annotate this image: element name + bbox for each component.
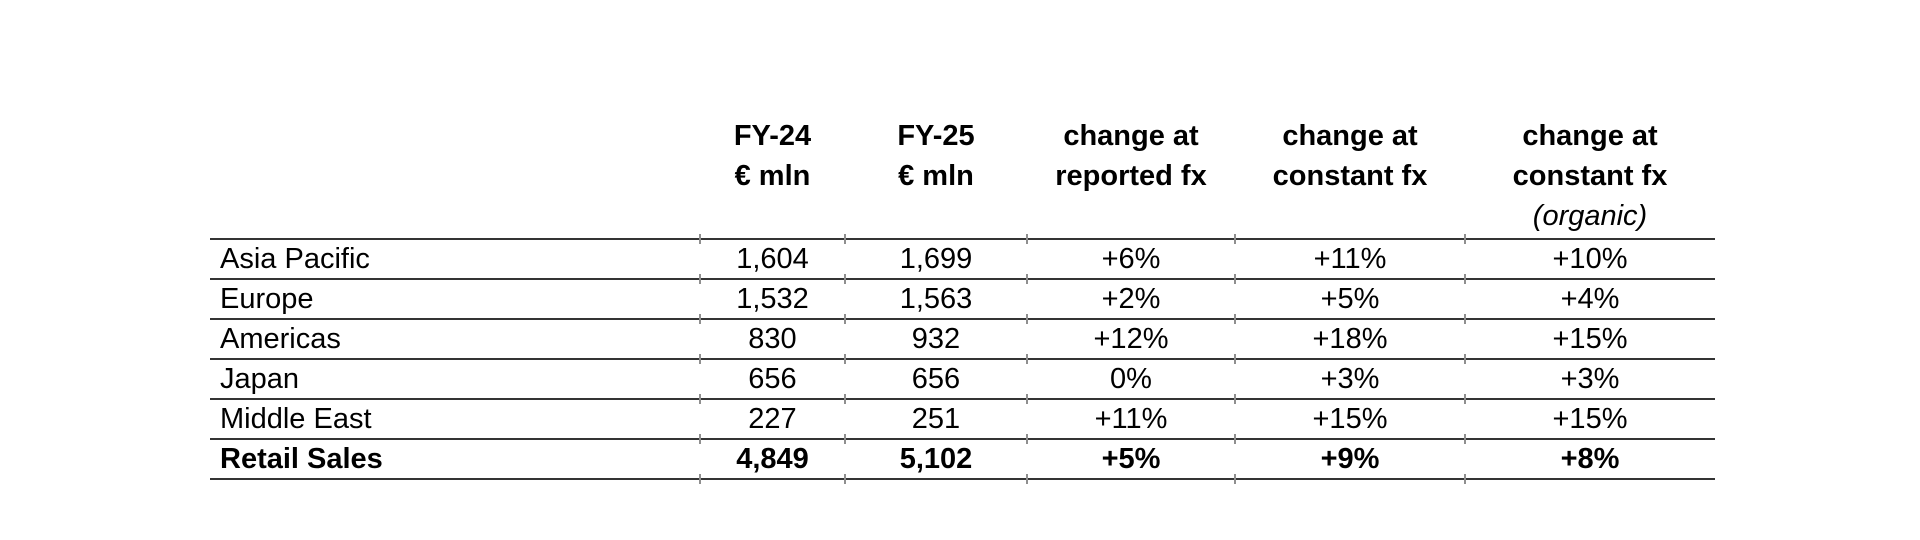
header-line: change at xyxy=(1063,120,1199,152)
header-change-constant-fx-organic: change at constant fx (organic) xyxy=(1465,116,1715,238)
header-line: change at xyxy=(1282,120,1418,152)
change-reported-cell: 0% xyxy=(1026,354,1235,398)
change-constant-cell: +11% xyxy=(1234,234,1465,278)
header-line: FY-25 xyxy=(897,120,975,152)
header-note xyxy=(1027,196,1235,236)
change-organic-cell: +4% xyxy=(1464,274,1715,318)
change-constant-cell: +15% xyxy=(1234,394,1465,438)
header-line: change at xyxy=(1522,120,1658,152)
fy24-cell: 1,532 xyxy=(699,274,845,318)
table-row-retail-sales-total: Retail Sales 4,849 5,102 +5% +9% +8% xyxy=(210,434,1715,484)
fy24-cell: 227 xyxy=(699,394,845,438)
header-line: reported fx xyxy=(1055,160,1207,192)
change-constant-cell: +18% xyxy=(1234,314,1465,358)
table-row-europe: Europe 1,532 1,563 +2% +5% +4% xyxy=(210,274,1715,318)
header-line: constant fx xyxy=(1272,160,1428,192)
fy24-cell: 830 xyxy=(699,314,845,358)
region-cell: Middle East xyxy=(210,398,700,438)
header-region xyxy=(210,116,700,238)
fy25-cell: 1,563 xyxy=(844,274,1027,318)
header-note: (organic) xyxy=(1532,200,1648,232)
header-line: € mln xyxy=(898,160,974,192)
header-note xyxy=(845,196,1027,236)
header-note xyxy=(1235,196,1465,236)
change-reported-cell: +12% xyxy=(1026,314,1235,358)
change-constant-cell: +9% xyxy=(1234,434,1465,484)
region-cell: Retail Sales xyxy=(210,438,700,480)
header-change-reported-fx: change at reported fx xyxy=(1027,116,1235,238)
change-constant-cell: +5% xyxy=(1234,274,1465,318)
change-organic-cell: +10% xyxy=(1464,234,1715,278)
fy25-cell: 5,102 xyxy=(844,434,1027,484)
fy25-cell: 932 xyxy=(844,314,1027,358)
header-line: constant fx xyxy=(1512,160,1668,192)
change-constant-cell: +3% xyxy=(1234,354,1465,398)
change-organic-cell: +8% xyxy=(1464,434,1715,484)
change-organic-cell: +3% xyxy=(1464,354,1715,398)
header-change-constant-fx: change at constant fx xyxy=(1235,116,1465,238)
header-row: FY-24 € mln FY-25 € mln change at xyxy=(210,116,1715,238)
region-cell: Europe xyxy=(210,278,700,318)
header-line: FY-24 xyxy=(733,120,812,152)
header-note xyxy=(210,196,700,236)
change-reported-cell: +6% xyxy=(1026,234,1235,278)
region-cell: Japan xyxy=(210,358,700,398)
change-organic-cell: +15% xyxy=(1464,394,1715,438)
header-fy25: FY-25 € mln xyxy=(845,116,1027,238)
table-row-asia-pacific: Asia Pacific 1,604 1,699 +6% +11% +10% xyxy=(210,234,1715,278)
regional-retail-sales-table: FY-24 € mln FY-25 € mln change at xyxy=(210,116,1715,484)
table-row-americas: Americas 830 932 +12% +18% +15% xyxy=(210,314,1715,358)
table-row-japan: Japan 656 656 0% +3% +3% xyxy=(210,354,1715,398)
fy25-cell: 251 xyxy=(844,394,1027,438)
header-fy24: FY-24 € mln xyxy=(700,116,845,238)
fy25-cell: 1,699 xyxy=(844,234,1027,278)
header-line: € mln xyxy=(734,160,811,192)
region-cell: Asia Pacific xyxy=(210,238,700,278)
table-row-middle-east: Middle East 227 251 +11% +15% +15% xyxy=(210,394,1715,438)
header-line xyxy=(210,116,700,156)
fy24-cell: 1,604 xyxy=(699,234,845,278)
header-line xyxy=(210,156,700,196)
region-cell: Americas xyxy=(210,318,700,358)
header-note xyxy=(700,196,845,236)
change-organic-cell: +15% xyxy=(1464,314,1715,358)
fy25-cell: 656 xyxy=(844,354,1027,398)
fy24-cell: 656 xyxy=(699,354,845,398)
change-reported-cell: +11% xyxy=(1026,394,1235,438)
change-reported-cell: +5% xyxy=(1026,434,1235,484)
change-reported-cell: +2% xyxy=(1026,274,1235,318)
fy24-cell: 4,849 xyxy=(699,434,845,484)
